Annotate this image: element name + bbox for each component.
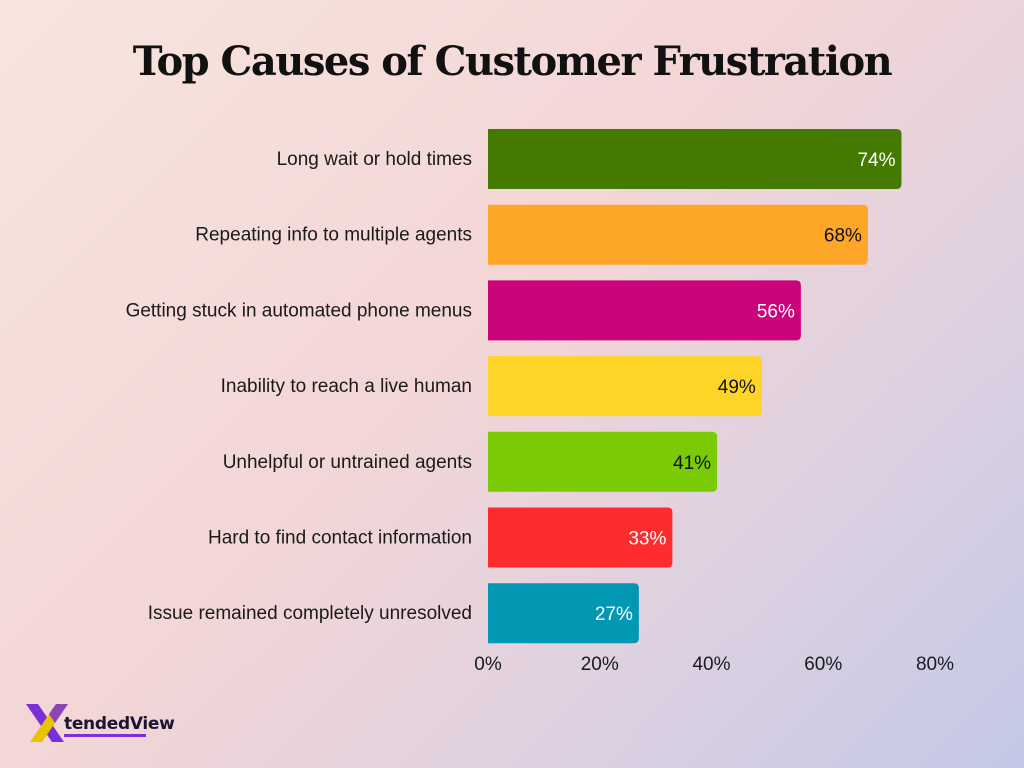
bar	[488, 583, 639, 644]
category-label: Issue remained completely unresolved	[148, 603, 472, 624]
category-label: Getting stuck in automated phone menus	[126, 300, 472, 321]
logo-underline	[64, 734, 146, 737]
x-tick-label: 60%	[804, 654, 842, 675]
category-label: Hard to find contact information	[208, 528, 472, 549]
data-label: 68%	[824, 226, 862, 247]
x-tick-label: 40%	[692, 654, 730, 675]
bar	[488, 280, 801, 341]
bar	[488, 129, 902, 189]
bar	[488, 431, 718, 492]
bar	[488, 356, 762, 417]
category-label: Long wait or hold times	[277, 149, 472, 170]
data-label: 74%	[857, 150, 895, 171]
brand-logo: tendedView	[24, 700, 224, 750]
data-label: 33%	[628, 529, 666, 550]
data-label: 27%	[595, 604, 633, 625]
logo-x-mark-icon	[26, 704, 68, 742]
data-label: 49%	[718, 377, 756, 398]
category-label: Repeating info to multiple agents	[195, 225, 472, 246]
category-label: Unhelpful or untrained agents	[223, 452, 472, 473]
x-tick-label: 20%	[581, 654, 619, 675]
category-label: Inability to reach a live human	[221, 376, 472, 397]
bar	[488, 204, 868, 265]
x-tick-label: 80%	[916, 654, 954, 675]
data-label: 56%	[757, 301, 795, 322]
bar	[488, 507, 673, 568]
data-label: 41%	[673, 453, 711, 474]
logo-wordmark: tendedView	[64, 714, 175, 734]
x-tick-label: 0%	[474, 654, 502, 675]
chart-title: Top Causes of Customer Frustration	[132, 38, 893, 85]
